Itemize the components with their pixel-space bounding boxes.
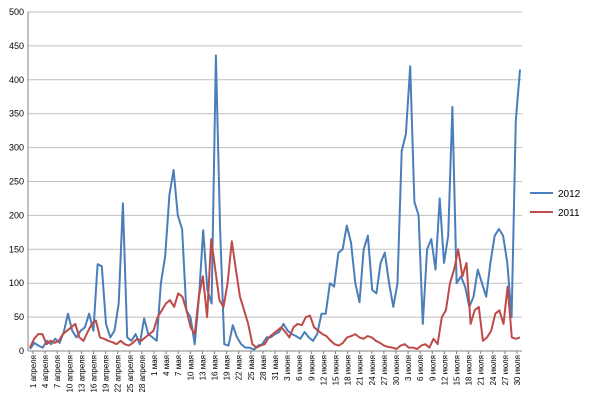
x-tick-label: 22 апреля xyxy=(114,355,123,393)
x-tick-label: 13 апреля xyxy=(77,355,86,393)
x-tick-label: 13 мая xyxy=(198,355,207,380)
x-tick-label: 30 июля xyxy=(513,355,522,385)
legend-label-2011: 2011 xyxy=(558,208,580,219)
x-tick-label: 10 апреля xyxy=(65,355,74,393)
x-tick-label: 6 июня xyxy=(295,355,304,381)
y-tick-label: 400 xyxy=(9,75,24,85)
x-tick-label: 9 июня xyxy=(307,355,316,381)
x-tick-label: 19 апреля xyxy=(102,355,111,393)
x-tick-label: 16 апреля xyxy=(90,355,99,393)
gridlines xyxy=(28,11,522,352)
x-tick-label: 18 июля xyxy=(465,355,474,385)
x-tick-label: 7 апреля xyxy=(53,355,62,388)
x-tick-label: 30 июня xyxy=(392,355,401,385)
x-tick-label: 28 апреля xyxy=(138,355,147,393)
y-tick-label: 100 xyxy=(9,278,24,288)
legend: 2012 2011 xyxy=(530,189,581,219)
x-tick-label: 1 апреля xyxy=(29,355,38,388)
x-tick-label: 4 апреля xyxy=(41,355,50,388)
x-tick-label: 7 мая xyxy=(174,355,183,376)
y-tick-label: 450 xyxy=(9,41,24,51)
x-tick-label: 27 июля xyxy=(501,355,510,385)
x-tick-label: 3 июля xyxy=(404,355,413,381)
x-tick-label: 24 июня xyxy=(368,355,377,385)
x-tick-label: 12 июля xyxy=(440,355,449,385)
x-tick-label: 12 июня xyxy=(319,355,328,385)
x-tick-label: 3 июня xyxy=(283,355,292,381)
y-tick-label: 50 xyxy=(14,312,24,322)
x-tick-label: 16 мая xyxy=(211,355,220,380)
series-line-2012 xyxy=(29,54,521,351)
x-tick-label: 10 мая xyxy=(186,355,195,380)
x-tick-label: 6 июля xyxy=(416,355,425,381)
y-tick-label: 150 xyxy=(9,244,24,254)
series-line-2011 xyxy=(29,238,521,350)
x-tick-label: 21 июля xyxy=(477,355,486,385)
x-tick-label: 28 мая xyxy=(259,355,268,380)
x-tick-label: 27 июня xyxy=(380,355,389,385)
x-tick-label: 25 апреля xyxy=(126,355,135,393)
x-tick-label: 31 мая xyxy=(271,355,280,380)
y-tick-label: 300 xyxy=(9,143,24,153)
y-tick-label: 0 xyxy=(19,346,24,356)
legend-label-2012: 2012 xyxy=(558,189,581,200)
x-tick-label: 4 мая xyxy=(162,355,171,376)
x-tick-label: 24 июля xyxy=(489,355,498,385)
series-group xyxy=(29,54,521,351)
x-tick-label: 9 июля xyxy=(428,355,437,381)
x-tick-label: 22 мая xyxy=(235,355,244,380)
x-tick-label: 21 июня xyxy=(356,355,365,385)
x-tick-label: 19 мая xyxy=(223,355,232,380)
y-tick-label: 350 xyxy=(9,109,24,119)
x-tick-label: 18 июня xyxy=(344,355,353,385)
x-tick-label: 15 июля xyxy=(453,355,462,385)
y-tick-label: 250 xyxy=(9,177,24,187)
x-tick-label: 15 июня xyxy=(332,355,341,385)
y-tick-label: 200 xyxy=(9,210,24,220)
x-tick-label: 25 мая xyxy=(247,355,256,380)
x-tick-label: 1 мая xyxy=(150,355,159,376)
y-tick-label: 500 xyxy=(9,7,24,17)
